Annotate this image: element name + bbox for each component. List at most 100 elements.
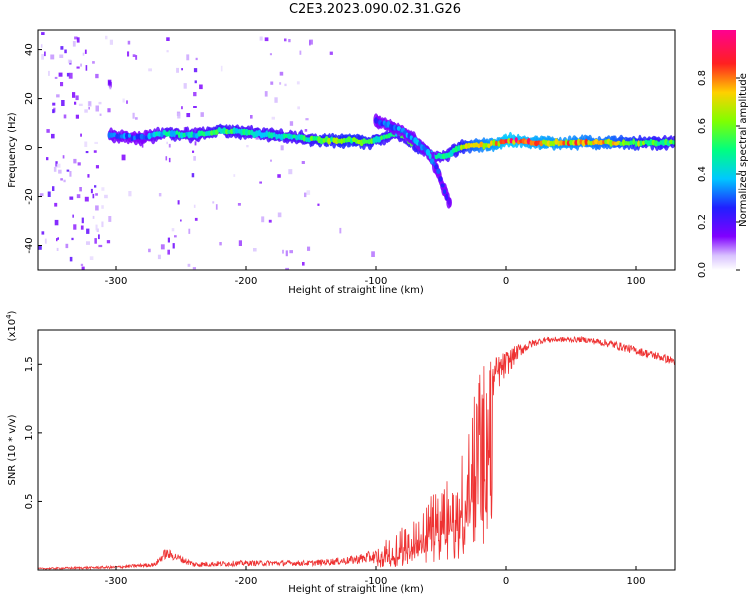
spectrogram-signal-cell: [549, 140, 554, 147]
spectrogram-noise-cell: [186, 54, 190, 61]
spectrogram-signal-cell: [147, 132, 152, 140]
spectrogram-noise-cell: [95, 224, 98, 231]
spectrogram-noise-cell: [277, 212, 282, 218]
spectrogram-signal-cell: [589, 140, 593, 146]
spectrogram-noise-cell: [259, 181, 262, 184]
spectrogram-signal-cell: [396, 126, 401, 131]
spectrogram-x-tick-label: -300: [105, 276, 128, 287]
colorbar-label: Normalized spectral amplitude: [738, 73, 749, 227]
spectrogram-noise-cell: [168, 143, 171, 148]
spectrogram-noise-cell: [132, 112, 135, 119]
spectrogram-noise-cell: [80, 263, 84, 267]
spectrogram-noise-cell: [56, 247, 59, 251]
spectrogram-noise-cell: [84, 196, 89, 202]
spectrogram-frame: [37, 29, 676, 271]
spectrogram-signal-cell: [244, 128, 249, 136]
spectrogram-noise-cell: [105, 35, 108, 40]
spectrogram-noise-cell: [68, 72, 73, 79]
spectrogram-noise-cell: [87, 174, 90, 178]
spectrogram-noise-cell: [183, 83, 187, 89]
colorbar: 0.0 0.2 0.4 0.6 0.8 Normalized spectral ampl…: [697, 30, 749, 278]
spectrogram-signal-cell: [440, 183, 445, 188]
spectrogram-noise-cell: [186, 113, 191, 118]
spectrogram-noise-cell: [90, 188, 93, 194]
spectrogram-y-tick-label: 0: [24, 144, 35, 150]
spectrogram-noise-cell: [304, 129, 308, 132]
spectrogram-noise-cell: [99, 113, 102, 116]
spectrogram-noise-cell: [270, 81, 274, 85]
spectrogram-noise-cell: [51, 133, 55, 139]
spectrogram-noise-cell: [80, 63, 82, 67]
spectrogram-noise-cell: [86, 228, 90, 234]
spectrogram-signal-cell: [235, 127, 239, 134]
spectrogram-signal-cell: [669, 139, 674, 145]
spectrogram-signal-cell: [133, 135, 136, 141]
spectrogram-noise-cell: [69, 256, 73, 262]
spectrogram-noise-cell: [191, 173, 195, 178]
spectrogram-noise-cell: [253, 248, 257, 252]
spectrogram-signal-cell: [370, 138, 374, 145]
spectrogram-signal-cell: [340, 138, 344, 145]
spectrogram-noise-cell: [157, 254, 161, 260]
spectrogram-noise-cell: [73, 224, 77, 230]
spectrogram-noise-cell: [195, 57, 198, 61]
spectrogram-noise-cell: [192, 150, 195, 153]
spectrogram-noise-cell: [297, 106, 300, 110]
spectrogram-noise-cell: [92, 193, 95, 199]
spectrogram-signal-cell: [342, 137, 346, 144]
spectrogram-signal-cell: [438, 176, 443, 182]
spectrogram-noise-cell: [261, 216, 265, 223]
spectrogram-noise-cell: [299, 50, 302, 55]
spectrogram-y-tick-label: 40: [24, 43, 35, 56]
spectrogram-noise-cell: [76, 37, 80, 43]
spectrogram-noise-cell: [66, 72, 70, 77]
spectrogram-signal-cell: [272, 132, 276, 138]
spectrogram-noise-cell: [180, 219, 182, 222]
spectrogram-noise-cell: [215, 204, 218, 210]
spectrogram-signal-cell: [282, 133, 286, 140]
spectrogram-noise-cell: [84, 49, 87, 54]
spectrogram-signal-cell: [279, 133, 284, 141]
spectrogram-signal-cell: [514, 137, 518, 143]
spectrogram-noise-cell: [95, 193, 98, 196]
spectrogram-signal-cell: [494, 140, 498, 147]
spectrogram-noise-cell: [44, 238, 47, 244]
colorbar-tick-label: 0.2: [697, 214, 708, 230]
spectrogram-signal-cell: [447, 197, 451, 205]
spectrogram-noise-cell: [54, 202, 58, 207]
spectrogram-noise-cell: [269, 53, 272, 56]
spectrogram-noise-cell: [108, 80, 111, 84]
spectrogram-noise-cell: [288, 169, 293, 175]
spectrogram-signal-cell: [135, 133, 139, 140]
spectrogram-noise-cell: [60, 178, 63, 181]
spectrogram-noise-cell: [50, 54, 55, 60]
spectrogram-signal-cell: [587, 139, 591, 146]
spectrogram-noise-cell: [194, 80, 197, 84]
spectrogram-signal-cell: [467, 142, 471, 149]
spectrogram-noise-cell: [167, 237, 170, 243]
spectrogram-noise-cell: [187, 263, 191, 267]
spectrogram-noise-cell: [61, 100, 65, 106]
spectrogram-noise-cell: [84, 109, 88, 113]
spectrogram-signal-cell: [577, 138, 581, 146]
snr-y-tick-label: 0.5: [24, 493, 35, 509]
spectrogram-noise-cell: [132, 54, 136, 57]
spectrogram-x-tick-label: 100: [626, 276, 645, 287]
spectrogram-y-label: Frequency (Hz): [7, 112, 18, 188]
spectrogram-noise-cell: [39, 193, 44, 197]
spectrogram-noise-cell: [259, 36, 263, 41]
spectrogram-noise-cell: [289, 250, 293, 254]
spectrogram-signal-cell: [584, 138, 588, 145]
spectrogram-noise-cell: [96, 228, 99, 232]
spectrogram-noise-cell: [69, 196, 74, 200]
spectrogram-noise-cell: [127, 51, 130, 57]
spectrogram-signal-cell: [337, 138, 341, 144]
spectrogram-noise-cell: [93, 150, 97, 153]
snr-x-tick-label: -300: [105, 576, 128, 587]
spectrogram-noise-cell: [86, 241, 90, 245]
spectrogram-noise-cell: [85, 65, 88, 71]
spectrogram-noise-cell: [309, 39, 313, 45]
spectrogram-noise-cell: [44, 51, 46, 57]
spectrogram-noise-cell: [127, 40, 131, 45]
spectrogram-noise-cell: [250, 115, 253, 119]
